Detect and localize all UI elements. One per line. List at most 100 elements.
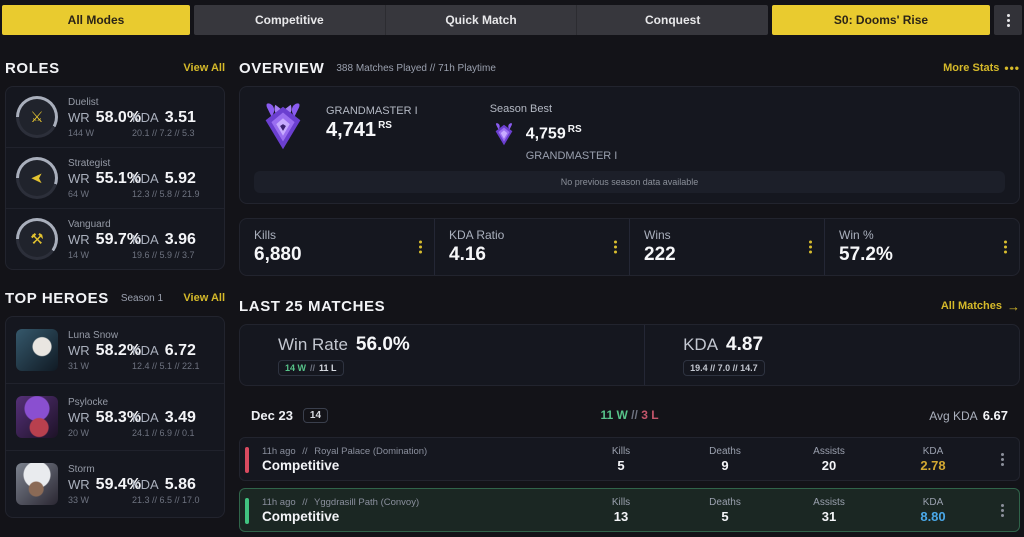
- more-stats-label: More Stats: [943, 62, 1000, 74]
- kda-label: KDA: [922, 445, 944, 457]
- current-rank: GRANDMASTER I 4,741 RS: [326, 105, 418, 142]
- hero-stats: Storm WR 59.4% 33 W: [68, 464, 141, 505]
- wr-label: WR: [68, 170, 90, 186]
- kda-label: KDA: [132, 410, 159, 425]
- wins-count: 14 W: [68, 249, 90, 260]
- match-assists: Assists 20: [777, 446, 881, 473]
- match-mode: Competitive: [262, 508, 340, 524]
- main-panel: OVERVIEW 388 Matches Played // 71h Playt…: [239, 40, 1020, 532]
- stat-kda-ratio: KDA Ratio 4.16: [435, 219, 630, 275]
- topbar-menu-button[interactable]: [994, 5, 1022, 35]
- kda-splits: 12.3 // 5.8 // 21.9: [132, 189, 200, 199]
- deaths-value: 5: [721, 508, 729, 524]
- role-row-duelist[interactable]: ⚔ Duelist WR 58.0% 144 W KDA 3.51: [6, 87, 224, 147]
- match-row-royal-palace[interactable]: 11h ago // Royal Palace (Domination) Com…: [239, 437, 1020, 481]
- wr-label: WR: [68, 109, 90, 125]
- deaths-value: 9: [721, 457, 729, 473]
- tab-all-modes[interactable]: All Modes: [2, 5, 190, 35]
- tab-competitive[interactable]: Competitive: [194, 5, 386, 35]
- rank-card: GRANDMASTER I 4,741 RS Season Best: [239, 86, 1020, 204]
- separator: //: [302, 445, 308, 457]
- wr-value: 58.0%: [95, 108, 142, 126]
- vanguard-winrate-ring: ⚒: [16, 218, 58, 260]
- stat-label: KDA Ratio: [449, 228, 505, 242]
- match-kills: Kills 13: [569, 497, 673, 524]
- role-row-vanguard[interactable]: ⚒ Vanguard WR 59.7% 14 W KDA 3.96: [6, 208, 224, 269]
- match-info: 11h ago // Yggdrasill Path (Convoy) Comp…: [262, 497, 569, 524]
- deaths-label: Deaths: [709, 445, 741, 457]
- stat-menu-icon[interactable]: [809, 240, 812, 254]
- avg-kda-label: Avg KDA: [929, 408, 978, 423]
- match-menu-button[interactable]: [985, 503, 1019, 517]
- strategist-icon: ➤: [19, 160, 55, 196]
- overview-stat-strip: Kills 6,880 KDA Ratio 4.16 Wins 222 Win …: [239, 218, 1020, 276]
- kills-label: Kills: [611, 496, 631, 508]
- kda-splits: 24.1 // 6.9 // 0.1: [132, 428, 195, 438]
- kda-label: KDA: [922, 496, 944, 508]
- assists-label: Assists: [813, 445, 845, 457]
- day-date: Dec 23: [251, 407, 293, 423]
- hero-kda: KDA 6.72 12.4 // 5.1 // 22.1: [132, 342, 214, 371]
- kda-value: 4.87: [726, 334, 764, 355]
- role-row-strategist[interactable]: ➤ Strategist WR 55.1% 64 W KDA 5.92: [6, 147, 224, 208]
- kebab-menu-icon: [1000, 452, 1004, 466]
- assists-value: 20: [821, 457, 837, 473]
- role-kda: KDA 3.96 19.6 // 5.9 // 3.7: [132, 231, 214, 260]
- hero-row-storm[interactable]: Storm WR 59.4% 33 W KDA 5.86 21.3 // 6.5…: [6, 450, 224, 517]
- win-indicator-pill: [245, 498, 249, 524]
- role-name: Strategist: [68, 157, 111, 169]
- tab-conquest[interactable]: Conquest: [645, 13, 701, 27]
- overview-header: OVERVIEW 388 Matches Played // 71h Playt…: [239, 58, 1020, 78]
- wr-label: WR: [68, 231, 90, 247]
- stat-kills: Kills 6,880: [240, 219, 435, 275]
- stat-value: 57.2%: [839, 244, 893, 265]
- kills-label: Kills: [611, 445, 631, 457]
- hero-stats: Psylocke WR 58.3% 20 W: [68, 397, 141, 438]
- day-match-count-badge: 14: [302, 407, 329, 423]
- hero-row-luna-snow[interactable]: Luna Snow WR 58.2% 31 W KDA 6.72 12.4 //…: [6, 317, 224, 383]
- loss-indicator-pill: [245, 447, 249, 473]
- stat-value: 222: [644, 244, 676, 265]
- day-wins: 11 W: [600, 408, 628, 422]
- kda-label: KDA: [132, 343, 159, 358]
- all-matches-label: All Matches: [940, 300, 1002, 312]
- match-menu-button[interactable]: [985, 452, 1019, 466]
- stat-menu-icon[interactable]: [419, 240, 422, 254]
- match-kda: KDA 2.78: [881, 446, 985, 473]
- assists-value: 31: [821, 508, 837, 524]
- kda-value: 2.78: [920, 457, 946, 473]
- wr-label: WR: [68, 342, 90, 358]
- content: ROLES View All ⚔ Duelist WR 58.0% 14: [0, 40, 1024, 532]
- rank-score-unit: RS: [378, 120, 392, 132]
- day-losses: 3 L: [641, 408, 659, 422]
- tab-quick-match[interactable]: Quick Match: [386, 5, 578, 35]
- wins-count: 144 W: [68, 127, 95, 138]
- top-heroes-season: Season 1: [120, 292, 164, 304]
- stat-wins: Wins 222: [630, 219, 825, 275]
- kda-value: 5.86: [164, 476, 196, 493]
- stat-menu-icon[interactable]: [614, 240, 617, 254]
- more-stats-link[interactable]: More Stats •••: [943, 61, 1020, 75]
- hero-row-psylocke[interactable]: Psylocke WR 58.3% 20 W KDA 3.49 24.1 // …: [6, 383, 224, 450]
- mode-filter-bar: All Modes Competitive Quick Match Conque…: [0, 0, 1024, 40]
- wr-label: WR: [68, 409, 90, 425]
- arrow-right-icon: →: [1007, 298, 1020, 314]
- separator: //: [310, 363, 316, 373]
- day-group-header: Dec 23 14 11 W // 3 L Avg KDA 6.67: [239, 400, 1020, 430]
- top-heroes-view-all-link[interactable]: View All: [183, 292, 225, 304]
- all-matches-link[interactable]: All Matches →: [941, 300, 1020, 313]
- season-filter-button[interactable]: S0: Dooms' Rise: [772, 5, 990, 35]
- recent-kda: KDA 4.87 19.4 // 7.0 // 14.7: [645, 334, 803, 376]
- roles-view-all-link[interactable]: View All: [183, 62, 225, 74]
- match-row-yggdrasill-path[interactable]: 11h ago // Yggdrasill Path (Convoy) Comp…: [239, 488, 1020, 532]
- match-assists: Assists 31: [777, 497, 881, 524]
- season-best-rank-badge-icon: [495, 123, 513, 146]
- stat-menu-icon[interactable]: [1004, 240, 1007, 254]
- wins-count: 14 W: [285, 363, 307, 373]
- kda-splits: 19.6 // 5.9 // 3.7: [132, 250, 195, 260]
- hero-stats: Luna Snow WR 58.2% 31 W: [68, 330, 141, 371]
- mode-tab-group: Competitive Quick Match Conquest: [194, 5, 768, 35]
- roles-card: ⚔ Duelist WR 58.0% 144 W KDA 3.51: [5, 86, 225, 270]
- stat-win-percent: Win % 57.2%: [825, 219, 1019, 275]
